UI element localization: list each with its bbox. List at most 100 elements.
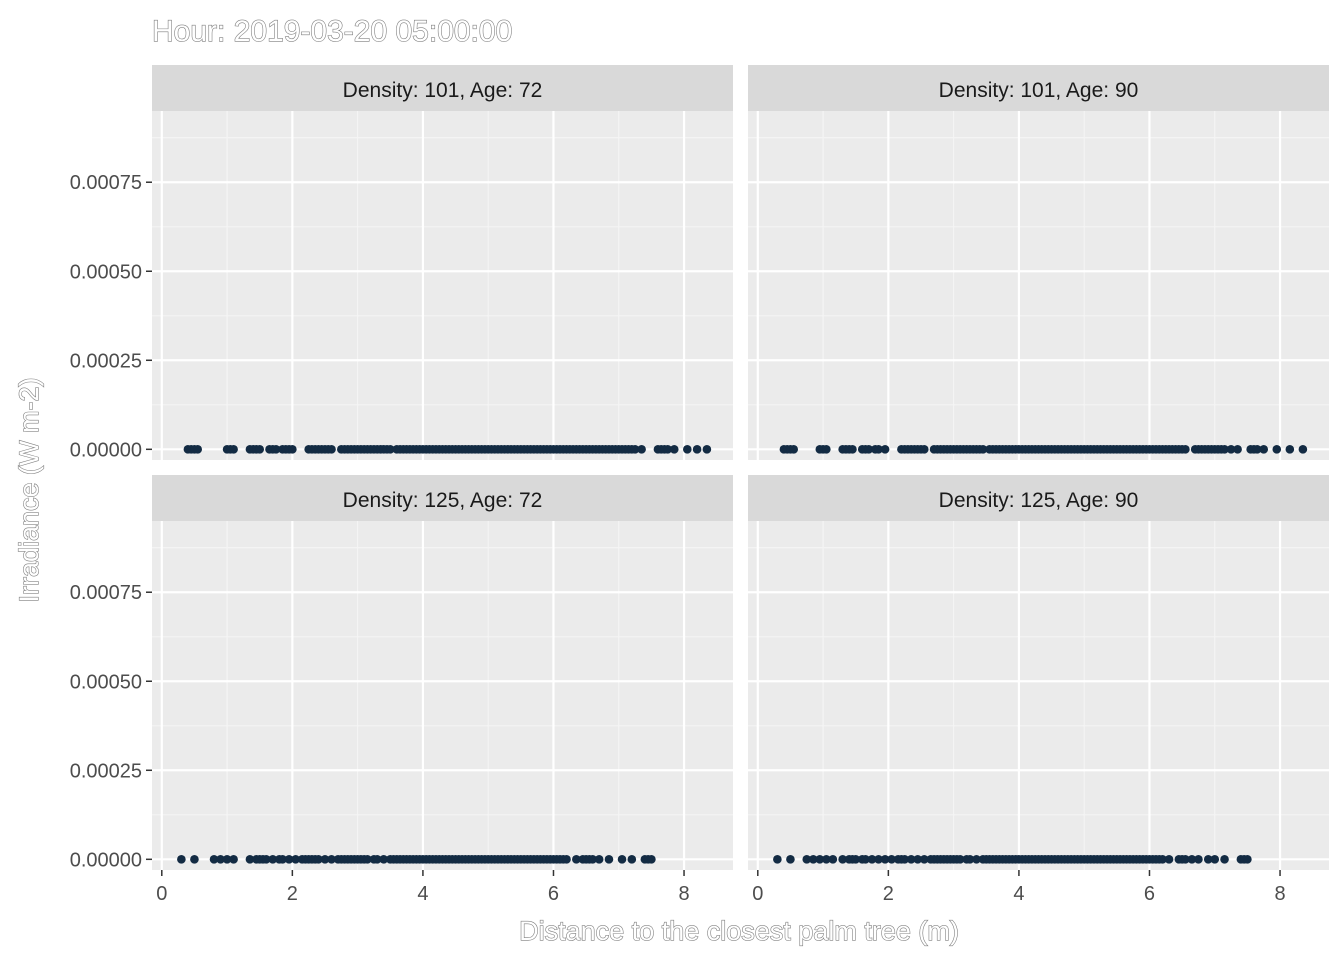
x-tick-label: 6 — [548, 883, 559, 905]
data-point — [588, 855, 597, 864]
x-tick-label: 4 — [417, 883, 428, 905]
data-point — [913, 855, 923, 864]
data-point — [838, 855, 847, 864]
facet-strip-label: Density: 125, Age: 72 — [343, 489, 543, 512]
data-point — [887, 855, 896, 864]
data-point — [880, 445, 890, 454]
data-point — [802, 855, 812, 864]
data-point — [663, 445, 673, 454]
data-point — [1210, 855, 1220, 864]
data-point — [647, 855, 656, 864]
data-point — [683, 445, 692, 454]
data-point — [692, 445, 702, 454]
data-point — [271, 445, 281, 454]
x-tick-label: 4 — [1013, 883, 1024, 905]
y-tick-label: 0.00000 — [70, 439, 142, 461]
data-point — [379, 855, 389, 864]
data-point — [385, 445, 395, 454]
x-tick-label: 8 — [678, 883, 689, 905]
data-point — [867, 855, 877, 864]
data-point — [864, 445, 874, 454]
facet-panel: Density: 125, Age: 72 0.00000 0.00025 0.000… — [70, 475, 733, 905]
x-tick-label: 0 — [156, 883, 167, 905]
data-point — [617, 855, 627, 864]
data-point — [1203, 855, 1213, 864]
data-point — [1187, 855, 1197, 864]
data-point — [1194, 855, 1203, 864]
data-point — [919, 445, 929, 454]
data-point — [965, 855, 975, 864]
data-point — [372, 855, 382, 864]
data-point — [848, 445, 857, 454]
data-point — [1233, 445, 1242, 454]
y-tick-label: 0.00075 — [70, 172, 142, 194]
facet-strip — [748, 475, 1329, 521]
y-tick-label: 0.00075 — [70, 582, 142, 604]
data-point — [288, 445, 297, 454]
data-point — [1298, 445, 1308, 454]
data-point — [1158, 855, 1167, 864]
facet-panel: Density: 101, Age: 72 0.00000 0.00025 0.000… — [70, 65, 733, 461]
data-point — [1220, 445, 1229, 454]
data-point — [261, 855, 271, 864]
x-tick-label: 6 — [1144, 883, 1155, 905]
data-point — [702, 445, 712, 454]
data-point — [572, 855, 581, 864]
y-tick-label: 0.00050 — [70, 261, 142, 283]
data-point — [1226, 445, 1236, 454]
data-point — [669, 445, 679, 454]
data-point — [327, 855, 336, 864]
plot-background — [748, 111, 1329, 460]
data-point — [874, 445, 883, 454]
x-tick-label: 0 — [752, 883, 763, 905]
facet-panel: Density: 125, Age: 90 0 2 4 6 8 — [748, 475, 1329, 905]
facet-strip-label: Density: 101, Age: 90 — [939, 79, 1139, 102]
data-point — [789, 445, 798, 454]
data-point — [284, 855, 294, 864]
data-point — [363, 855, 372, 864]
data-point — [786, 855, 795, 864]
data-point — [177, 855, 186, 864]
chart-title: Hour: 2019-03-20 05:00:00 — [152, 15, 512, 48]
y-tick-label: 0.00025 — [70, 350, 142, 372]
data-point — [851, 855, 861, 864]
data-point — [1259, 445, 1269, 454]
x-tick-label: 2 — [287, 883, 298, 905]
data-point — [1181, 445, 1190, 454]
data-point — [874, 855, 883, 864]
data-point — [209, 855, 219, 864]
data-point — [773, 855, 782, 864]
data-point — [594, 855, 604, 864]
plot-background — [152, 111, 733, 460]
data-point — [637, 445, 646, 454]
data-point — [822, 445, 831, 454]
facet-strip-label: Density: 125, Age: 90 — [939, 489, 1139, 512]
data-point — [822, 855, 831, 864]
data-point — [815, 855, 825, 864]
data-point — [222, 855, 232, 864]
data-point — [216, 855, 225, 864]
plot-background — [152, 521, 733, 870]
data-point — [955, 855, 965, 864]
data-point — [900, 855, 909, 864]
plot-background — [748, 521, 1329, 870]
data-point — [861, 855, 870, 864]
facet-strip-label: Density: 101, Age: 72 — [343, 79, 543, 102]
y-tick-label: 0.00050 — [70, 671, 142, 693]
data-point — [1220, 855, 1229, 864]
y-axis-title: Irradiance (W m-2) — [14, 377, 44, 602]
data-point — [906, 855, 916, 864]
data-point — [1181, 855, 1190, 864]
data-point — [314, 855, 323, 864]
facet-panel: Density: 101, Age: 90 — [748, 65, 1329, 460]
x-tick-label: 8 — [1274, 883, 1285, 905]
facet-strip — [748, 65, 1329, 111]
data-point — [193, 445, 202, 454]
data-point — [562, 855, 571, 864]
data-point — [604, 855, 614, 864]
data-point — [828, 855, 838, 864]
data-point — [229, 855, 238, 864]
y-tick-label: 0.00000 — [70, 849, 142, 871]
